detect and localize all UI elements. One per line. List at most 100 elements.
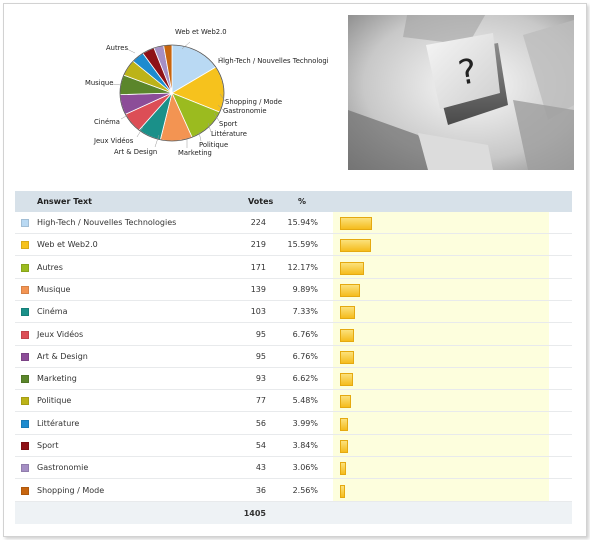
answer-text: Sport (37, 441, 59, 450)
vote-bar (340, 239, 372, 253)
vote-bar (340, 261, 365, 275)
header-votes: Votes (248, 197, 274, 206)
leader-autres (126, 48, 136, 54)
vote-bar (340, 373, 354, 387)
pie-outline (119, 44, 225, 142)
keyboard-question-key-image: ? (348, 15, 574, 170)
table-row: Autres 171 12.17% (15, 257, 572, 279)
header-percent: % (298, 197, 307, 206)
total-votes: 1405 (243, 509, 266, 518)
pie-label-shopping: Shopping / Mode (225, 98, 282, 106)
vote-percent: 6.62% (292, 374, 318, 384)
keyboard-photo: ? (348, 15, 574, 170)
vote-percent: 12.17% (287, 262, 318, 272)
leader-sport (213, 112, 220, 122)
vote-percent: 15.59% (287, 240, 318, 250)
vote-count: 77 (255, 396, 266, 406)
color-swatch (21, 375, 29, 384)
color-swatch (21, 241, 29, 250)
table-row: Gastronomie 43 3.06% (15, 457, 572, 480)
leader-politique (198, 131, 202, 142)
vote-bar (340, 440, 348, 453)
vote-count: 54 (255, 441, 266, 450)
vote-bar (340, 395, 351, 409)
color-swatch (21, 263, 29, 272)
color-swatch (21, 464, 29, 473)
pie-label-jeux: Jeux Vidéos (93, 137, 134, 145)
vote-bar (340, 328, 354, 342)
vote-count: 224 (250, 218, 266, 227)
pie-label-art: Art & Design (114, 148, 157, 156)
leader-hightech (219, 56, 228, 61)
answer-text: Art & Design (37, 351, 88, 361)
color-swatch (21, 352, 29, 361)
table-row: Cinéma 103 7.33% (15, 301, 572, 324)
vote-bar (340, 350, 354, 364)
vote-percent: 5.48% (292, 396, 318, 406)
table-row: Politique 77 5.48% (15, 390, 572, 413)
pie-label-web: Web et Web2.0 (175, 28, 227, 36)
vote-bar (340, 283, 360, 297)
pie-label-marketing: Marketing (178, 149, 212, 157)
vote-bar (340, 462, 347, 476)
leader-cinema (120, 114, 129, 120)
table-header: Answer Text Votes % (15, 191, 572, 212)
color-swatch (21, 330, 29, 339)
pie-chart: Web et Web2.0 High-Tech / Nouvelles Tech… (85, 28, 329, 157)
table-row: Sport 54 3.84% (15, 435, 572, 457)
vote-count: 95 (255, 329, 266, 339)
vote-count: 139 (250, 284, 266, 294)
table-row: Littérature 56 3.99% (15, 413, 572, 435)
leader-shopping (219, 93, 226, 102)
answer-text: Marketing (37, 374, 77, 384)
leader-art (154, 134, 160, 148)
table-row: Shopping / Mode 36 2.56% (15, 480, 572, 502)
answer-text: High-Tech / Nouvelles Technologies (37, 218, 177, 227)
pie-label-politique: Politique (199, 141, 228, 149)
vote-count: 219 (250, 240, 266, 250)
answer-text: Cinéma (37, 307, 68, 317)
vote-percent: 3.99% (292, 418, 318, 428)
vote-percent: 6.76% (292, 351, 318, 361)
answer-text: Jeux Vidéos (37, 329, 84, 339)
table-row: Marketing 93 6.62% (15, 368, 572, 391)
table-row: Jeux Vidéos 95 6.76% (15, 324, 572, 346)
vote-count: 43 (255, 463, 266, 473)
answer-text: Autres (37, 262, 63, 272)
vote-count: 56 (255, 418, 266, 428)
color-swatch (21, 308, 29, 317)
vote-percent: 9.89% (292, 284, 318, 294)
vote-count: 95 (255, 351, 266, 361)
pie-slices (119, 44, 225, 142)
header-answer-text: Answer Text (37, 197, 92, 206)
table-footer: 1405 (15, 502, 572, 524)
pie-label-hightech: High-Tech / Nouvelles Technologi (218, 57, 329, 65)
leader-jeux (136, 126, 144, 138)
leader-musique (111, 83, 122, 86)
bar-column-background (333, 212, 549, 502)
answer-text: Web et Web2.0 (37, 240, 98, 250)
vote-count: 36 (255, 485, 266, 495)
pie-label-musique: Musique (85, 79, 113, 87)
vote-bar (340, 484, 346, 498)
table-row: Musique 139 9.89% (15, 279, 572, 301)
vote-bar (340, 306, 355, 320)
leader-gastronomie (217, 104, 224, 111)
answer-text: Littérature (37, 418, 80, 428)
vote-count: 171 (250, 262, 266, 272)
pie-chart-panel: Web et Web2.0 High-Tech / Nouvelles Tech… (15, 15, 343, 170)
table-row: Art & Design 95 6.76% (15, 346, 572, 368)
vote-percent: 2.56% (292, 485, 318, 495)
vote-bar (340, 417, 348, 431)
pie-label-litterature: Littérature (211, 130, 247, 138)
table-row: High-Tech / Nouvelles Technologies 224 15.… (15, 212, 572, 234)
pie-label-cinema: Cinéma (94, 118, 120, 126)
pie-label-gastronomie: Gastronomie (223, 107, 267, 115)
leader-litterature (207, 122, 212, 133)
color-swatch (21, 397, 29, 406)
color-swatch (21, 486, 29, 495)
vote-percent: 7.33% (292, 307, 318, 317)
vote-percent: 3.06% (292, 463, 318, 473)
vote-percent: 6.76% (292, 329, 318, 339)
vote-percent: 15.94% (287, 218, 318, 227)
